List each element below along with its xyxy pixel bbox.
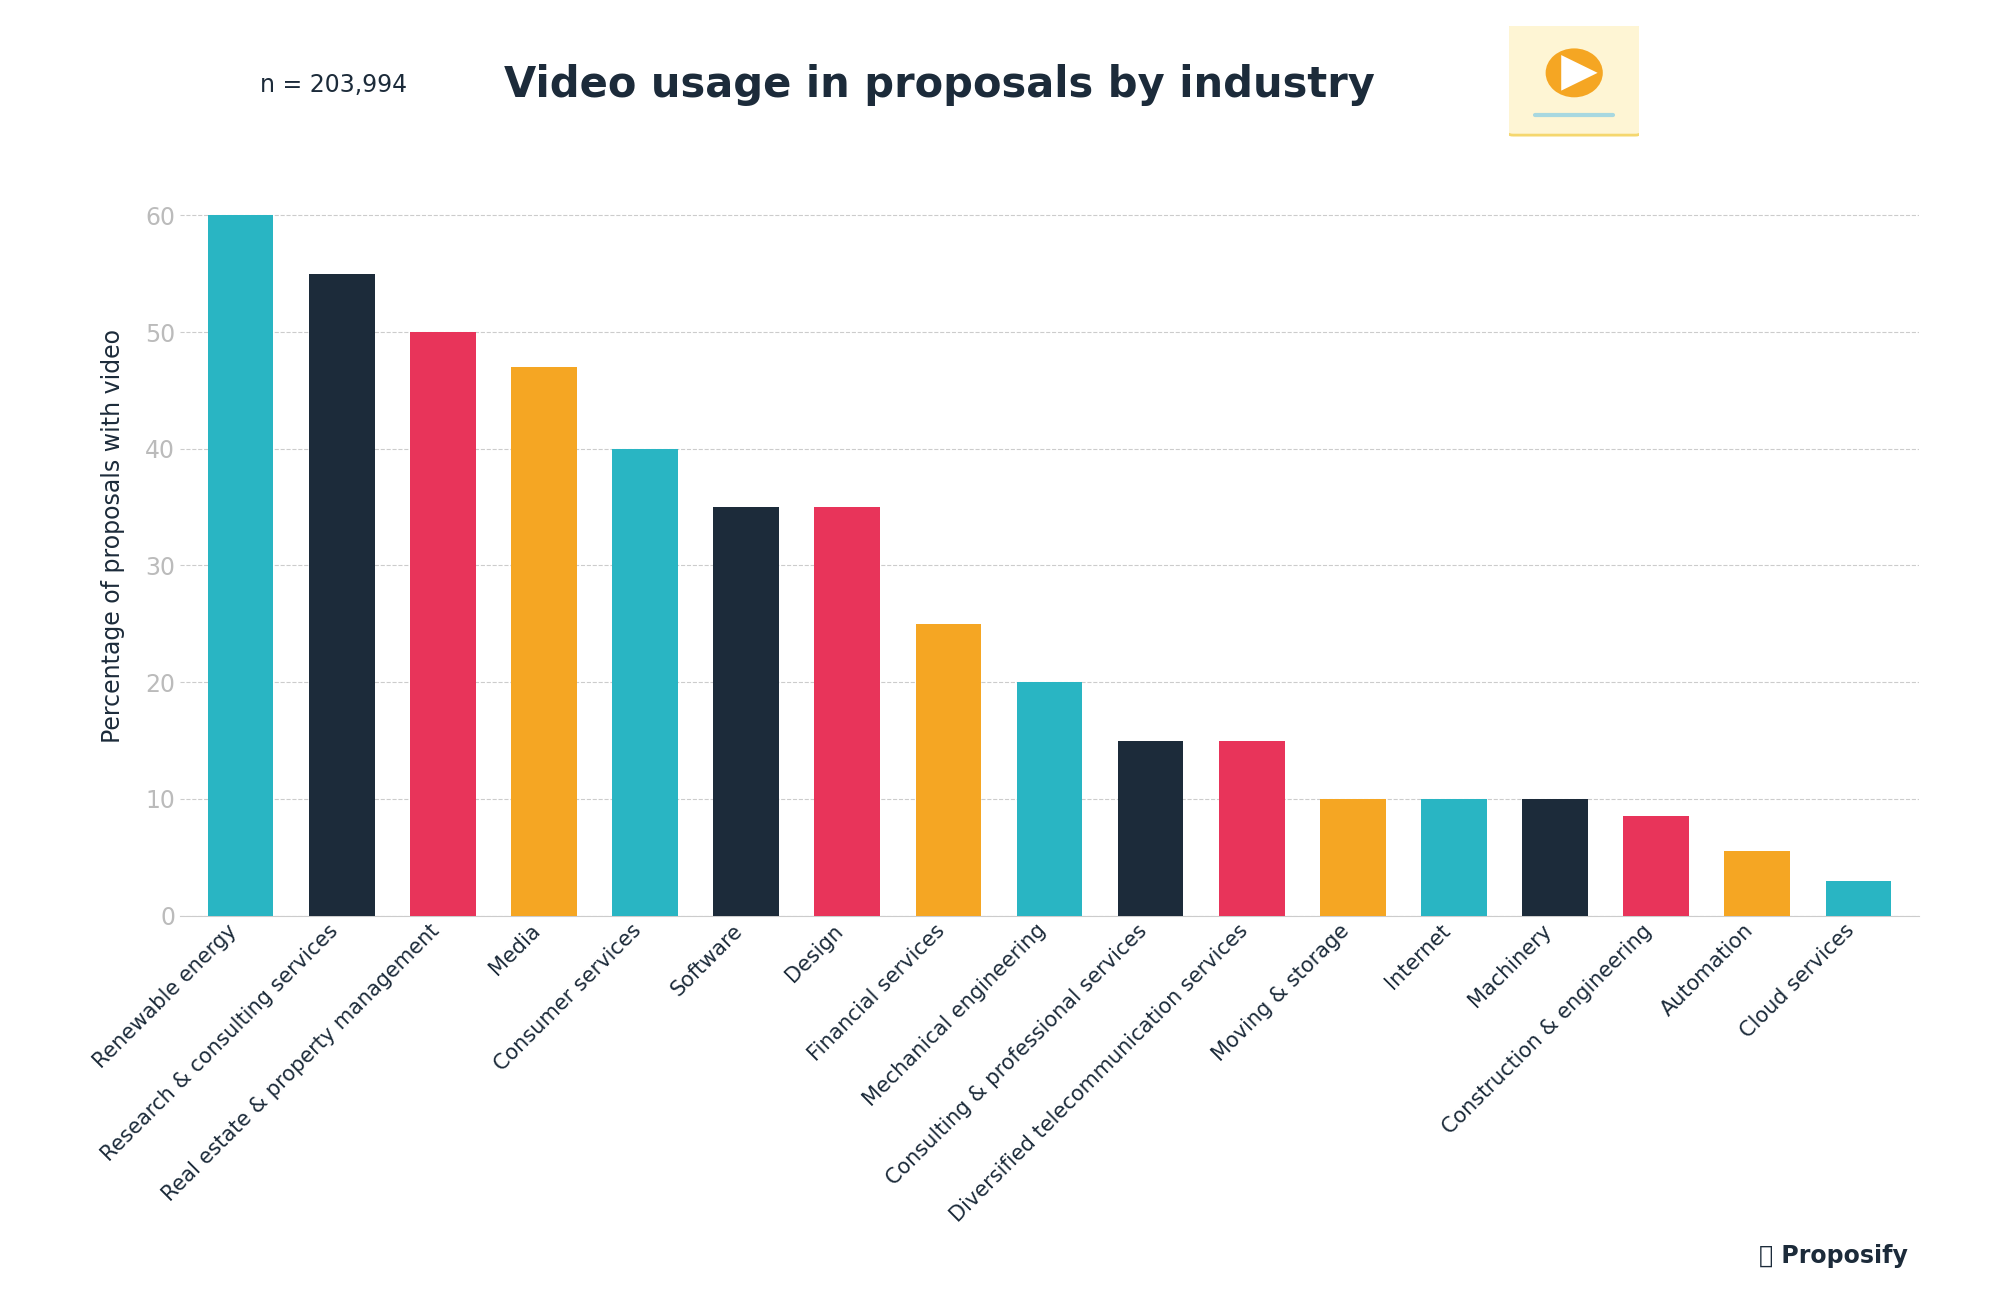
- Polygon shape: [1560, 55, 1596, 90]
- Bar: [511, 368, 577, 916]
- Bar: [1724, 852, 1790, 916]
- Bar: [208, 216, 274, 916]
- Bar: [410, 332, 476, 916]
- Bar: [1824, 880, 1890, 916]
- Circle shape: [1544, 48, 1602, 97]
- Text: Video usage in proposals by industry: Video usage in proposals by industry: [503, 64, 1375, 106]
- Bar: [1117, 740, 1183, 916]
- Bar: [611, 449, 677, 916]
- Text: Ⓟ Proposify: Ⓟ Proposify: [1758, 1244, 1906, 1267]
- Bar: [1319, 799, 1385, 916]
- Bar: [813, 508, 879, 916]
- Bar: [1219, 740, 1285, 916]
- Bar: [1520, 799, 1586, 916]
- Bar: [1622, 816, 1688, 916]
- FancyBboxPatch shape: [1504, 24, 1642, 135]
- Bar: [1421, 799, 1487, 916]
- Y-axis label: Percentage of proposals with video: Percentage of proposals with video: [102, 330, 126, 743]
- Bar: [713, 508, 779, 916]
- Bar: [915, 624, 981, 916]
- Bar: [308, 273, 374, 916]
- Text: n = 203,994: n = 203,994: [260, 73, 408, 97]
- Bar: [1017, 683, 1081, 916]
